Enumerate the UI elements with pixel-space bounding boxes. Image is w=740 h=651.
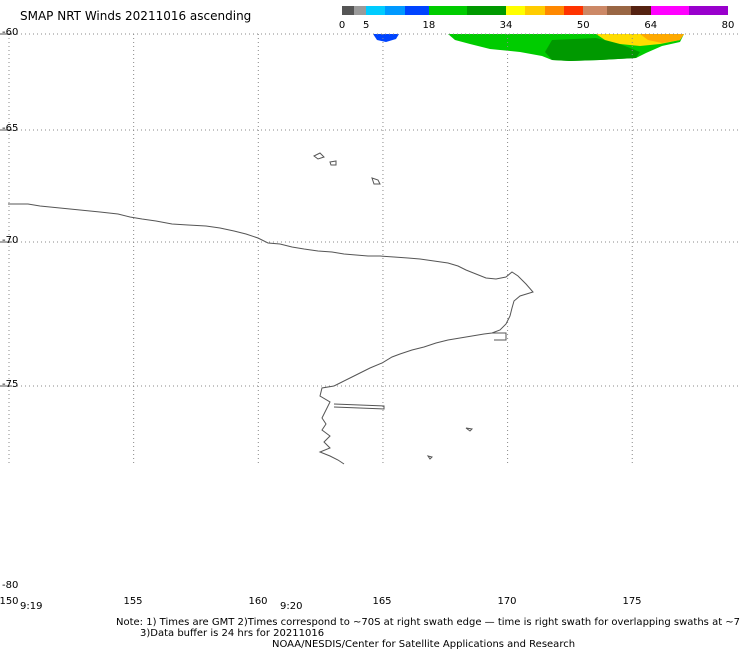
note-line-3: NOAA/NESDIS/Center for Satellite Applica… xyxy=(272,639,576,650)
colorbar-segment xyxy=(631,6,651,15)
colorbar-label: 80 xyxy=(721,20,735,31)
lon-label-160: 160 xyxy=(248,596,268,607)
colorbar-segment xyxy=(650,6,690,15)
lat-label-65: -65 xyxy=(2,123,19,134)
antarctic-coast xyxy=(8,203,534,465)
colorbar-segment xyxy=(689,6,728,15)
lon-label-155: 155 xyxy=(123,596,143,607)
wind-speed-colorbar xyxy=(342,6,728,15)
colorbar-label: 34 xyxy=(499,20,513,31)
coast-bay-edge xyxy=(492,332,507,341)
coast-inlet xyxy=(333,403,385,410)
time-label-2: 9:20 xyxy=(280,601,303,612)
colorbar-label: 50 xyxy=(576,20,590,31)
colorbar-segment xyxy=(342,6,355,15)
note-line-2: 3)Data buffer is 24 hrs for 20211016 xyxy=(140,628,325,639)
lon-label-150: 150 xyxy=(0,596,19,607)
coastline xyxy=(8,152,534,465)
colorbar-segment xyxy=(428,6,468,15)
colorbar-segment xyxy=(607,6,632,15)
wind-swath-dark-green xyxy=(545,38,640,61)
island-4 xyxy=(465,427,474,432)
colorbar-segment xyxy=(525,6,545,15)
colorbar-segment xyxy=(354,6,367,15)
map-title: SMAP NRT Winds 20211016 ascending xyxy=(20,9,252,23)
colorbar-segment xyxy=(563,6,584,15)
note-line-1: Note: 1) Times are GMT 2)Times correspon… xyxy=(116,617,740,628)
colorbar-label: 64 xyxy=(644,20,658,31)
colorbar-label: 18 xyxy=(422,20,436,31)
lat-label-70: -70 xyxy=(2,235,19,246)
graticule xyxy=(8,33,740,466)
lon-label-170: 170 xyxy=(497,596,517,607)
colorbar-label: 0 xyxy=(338,20,346,31)
wind-swath-orange xyxy=(640,34,684,43)
colorbar-segment xyxy=(544,6,564,15)
island-5 xyxy=(426,455,433,460)
colorbar-segment xyxy=(583,6,608,15)
time-label-1: 9:19 xyxy=(20,601,43,612)
colorbar-segment xyxy=(385,6,405,15)
wind-swath xyxy=(373,34,684,61)
lat-label-60: -60 xyxy=(2,27,19,38)
lat-ticks xyxy=(0,33,12,387)
colorbar-segment xyxy=(404,6,429,15)
colorbar-segment xyxy=(467,6,507,15)
island-1 xyxy=(313,152,325,160)
island-2 xyxy=(329,160,337,166)
colorbar-segment xyxy=(506,6,526,15)
lon-label-175: 175 xyxy=(622,596,642,607)
island-3 xyxy=(371,177,381,185)
lon-label-165: 165 xyxy=(372,596,392,607)
colorbar-label: 5 xyxy=(362,20,370,31)
lat-label-75: -75 xyxy=(2,379,19,390)
wind-swath-blue xyxy=(373,34,399,42)
lat-label-80: -80 xyxy=(2,580,19,591)
colorbar-segment xyxy=(366,6,386,15)
